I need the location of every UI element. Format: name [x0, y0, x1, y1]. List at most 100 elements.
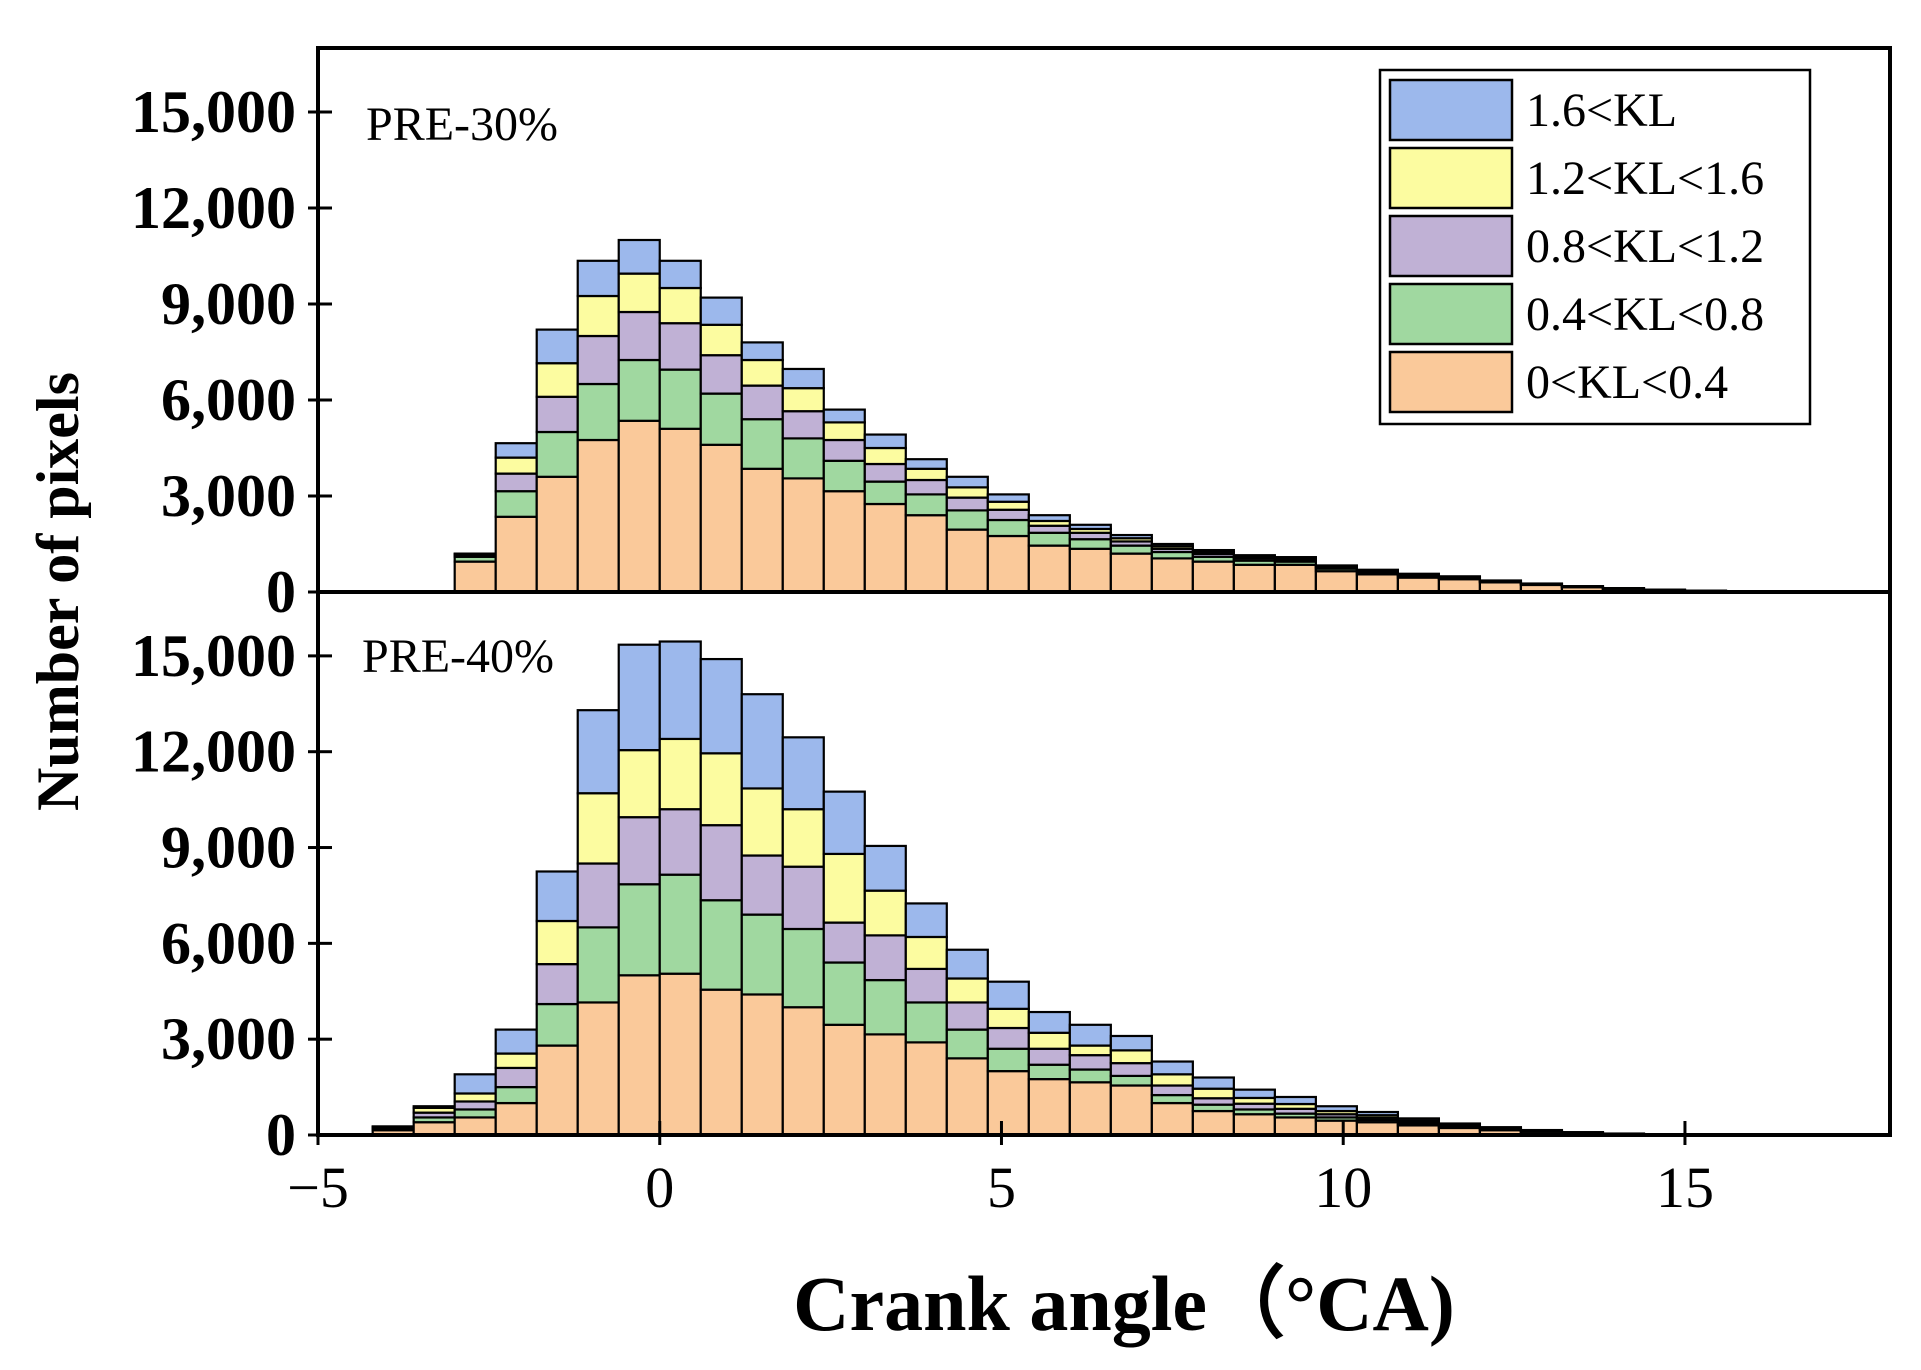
- bar-segment: [904, 493, 948, 517]
- bar-segment: [494, 456, 538, 475]
- bar-segment: [904, 467, 948, 482]
- bar-segment: [1191, 548, 1235, 554]
- bar-segment: [986, 1007, 1030, 1030]
- bar-segment: [576, 709, 620, 795]
- bar-segment: [576, 926, 620, 1004]
- bar-segment: [617, 816, 661, 886]
- bar-segment: [1273, 556, 1317, 560]
- bar-segment: [740, 418, 784, 470]
- bar-segment: [781, 736, 825, 811]
- bar-segment: [617, 310, 661, 362]
- bar-segment: [1191, 1109, 1235, 1137]
- bar-segment: [1191, 560, 1235, 594]
- bar-segment: [1068, 523, 1112, 531]
- bar-segment: [1068, 538, 1112, 550]
- bar-segment: [494, 442, 538, 459]
- legend-label: 0.4<KL<0.8: [1526, 288, 1764, 341]
- bar-segment: [904, 1001, 948, 1044]
- bar-segment: [658, 737, 702, 811]
- bar-segment: [822, 438, 866, 462]
- bar-segment: [781, 1006, 825, 1137]
- bar-segment: [1150, 1101, 1194, 1137]
- y-tick-label: 3,000: [161, 1006, 296, 1072]
- bar-segment: [658, 322, 702, 371]
- bar-segment: [863, 978, 907, 1036]
- bar-segment: [986, 1047, 1030, 1073]
- bar-segment: [863, 480, 907, 506]
- bar-segment: [494, 515, 538, 594]
- y-tick-label: 9,000: [161, 815, 296, 881]
- bar-segment: [863, 502, 907, 594]
- bar-segment: [1396, 1117, 1441, 1122]
- bar-segment: [494, 1052, 538, 1070]
- legend-swatch: [1388, 282, 1514, 346]
- legend-label: 0.8<KL<1.2: [1526, 220, 1764, 273]
- bar-segment: [863, 844, 907, 892]
- bar-segment: [863, 889, 907, 937]
- bar-segment: [863, 446, 907, 466]
- bar-segment: [781, 437, 825, 480]
- bar-segment: [1273, 1095, 1317, 1106]
- bar-segment: [658, 972, 702, 1137]
- bar-segment: [535, 1002, 579, 1047]
- bar-segment: [945, 496, 989, 512]
- legend-swatch: [1388, 78, 1514, 142]
- bar-segment: [371, 1125, 415, 1129]
- bar-segment: [1027, 544, 1071, 594]
- bar-segment: [1109, 1062, 1153, 1078]
- bar-segment: [1273, 563, 1317, 594]
- bar-segment: [1150, 542, 1194, 548]
- bar-segment: [1109, 533, 1153, 540]
- bar-segment: [699, 392, 743, 446]
- bar-segment: [658, 808, 702, 876]
- bar-segment: [617, 238, 661, 275]
- y-tick-label: 12,000: [131, 719, 296, 785]
- bar-segment: [453, 1092, 497, 1103]
- bar-segment: [1068, 1054, 1112, 1071]
- bar-segment: [453, 560, 497, 594]
- bar-segment: [576, 334, 620, 386]
- bar-segment: [822, 459, 866, 493]
- bar-segment: [535, 963, 579, 1006]
- bar-segment: [535, 1044, 579, 1137]
- bar-segment: [986, 508, 1030, 522]
- bar-segment: [658, 873, 702, 975]
- bar-segment: [658, 259, 702, 290]
- bar-segment: [1314, 1119, 1358, 1137]
- x-tick-label: −5: [287, 1155, 349, 1220]
- bar-segment: [535, 919, 579, 966]
- bar-segment: [986, 493, 1030, 503]
- bar-segment: [1109, 1049, 1153, 1065]
- bar-segment: [1355, 568, 1399, 572]
- bar-segment: [1027, 1078, 1071, 1137]
- bar-segment: [699, 296, 743, 326]
- bar-segment: [1396, 572, 1441, 576]
- bar-segment: [945, 977, 989, 1004]
- bar-segment: [1027, 1010, 1071, 1034]
- bar-segment: [576, 382, 620, 442]
- bar-segment: [740, 993, 784, 1137]
- bar-segment: [740, 854, 784, 916]
- bar-segment: [1027, 1063, 1071, 1081]
- bar-segment: [740, 384, 784, 421]
- bar-segment: [617, 419, 661, 594]
- bar-segment: [740, 467, 784, 594]
- bar-segment: [494, 1101, 538, 1137]
- bar-segment: [1068, 1044, 1112, 1057]
- bar-segment: [986, 1026, 1030, 1050]
- legend-swatch: [1388, 146, 1514, 210]
- legend: 1.6<KL 1.2<KL<1.6 0.8<KL<1.2 0.4<KL<0.8 0<KL…: [1378, 68, 1812, 426]
- bar-segment: [494, 1085, 538, 1105]
- bar-segment: [699, 899, 743, 991]
- bar-segment: [781, 367, 825, 390]
- bar-segment: [822, 1023, 866, 1137]
- bar-segment: [576, 438, 620, 594]
- bar-segment: [822, 408, 866, 424]
- bar-segment: [1109, 1084, 1153, 1137]
- bar-segment: [1150, 1073, 1194, 1087]
- bar-segment: [617, 883, 661, 977]
- bar-segment: [1314, 1105, 1358, 1113]
- bar-segment: [576, 294, 620, 338]
- bar-segment: [453, 552, 497, 556]
- bar-segment: [699, 657, 743, 755]
